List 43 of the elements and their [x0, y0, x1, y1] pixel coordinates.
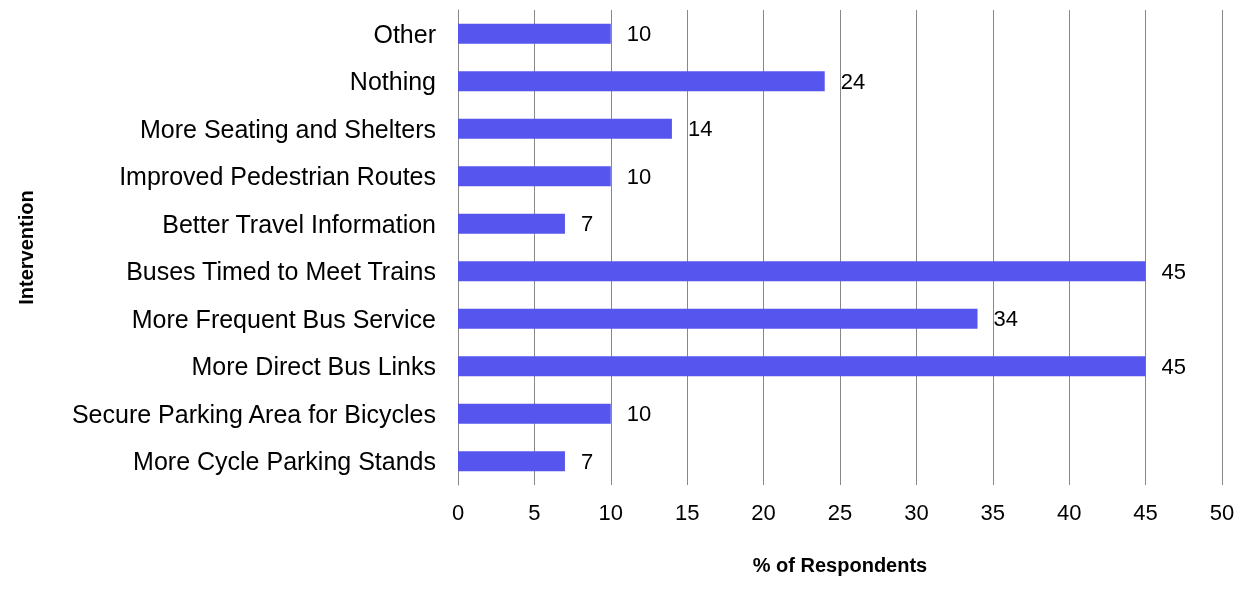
data-label: 45: [1161, 353, 1187, 379]
x-tick-label: 0: [451, 499, 465, 525]
y-tick-label: More Seating and Shelters: [139, 114, 436, 143]
x-tick-label: 15: [674, 499, 700, 525]
data-label: 7: [580, 211, 594, 237]
bar: [458, 356, 1146, 377]
data-label: 10: [626, 163, 652, 189]
bar: [458, 118, 672, 139]
data-label: 10: [626, 401, 652, 427]
data-label: 7: [580, 448, 594, 474]
y-tick-label: Secure Parking Area for Bicycles: [71, 399, 436, 428]
data-label: 34: [993, 306, 1018, 332]
x-tick-label: 40: [1056, 499, 1082, 525]
x-tick-label: 50: [1209, 499, 1235, 525]
x-tick-label: 20: [751, 499, 776, 525]
data-label: 10: [626, 21, 652, 47]
data-label: 45: [1161, 258, 1187, 284]
y-axis-title: Intervention: [15, 190, 37, 305]
bar: [458, 308, 978, 329]
x-tick-label: 5: [528, 499, 541, 525]
bar: [458, 213, 565, 234]
bar: [458, 451, 565, 472]
x-tick-label: 25: [827, 499, 853, 525]
y-tick-label: Other: [373, 19, 436, 48]
y-tick-label: Nothing: [349, 67, 436, 96]
y-tick-label: Better Travel Information: [162, 209, 436, 238]
y-tick-label: More Frequent Bus Service: [131, 304, 436, 333]
bar: [458, 261, 1146, 282]
data-label: 14: [687, 116, 713, 142]
bar: [458, 166, 611, 187]
bar: [458, 71, 825, 92]
x-axis-title: % of Respondents: [752, 554, 928, 576]
bar: [458, 23, 611, 44]
x-tick-label: 10: [598, 499, 624, 525]
y-tick-label: Improved Pedestrian Routes: [119, 162, 436, 191]
y-tick-label: More Direct Bus Links: [191, 352, 436, 381]
data-label: 24: [840, 68, 866, 94]
y-tick-label: Buses Timed to Meet Trains: [126, 257, 436, 286]
bar: [458, 403, 611, 424]
x-tick-label: 30: [904, 499, 929, 525]
x-tick-label: 35: [980, 499, 1006, 525]
y-tick-label: More Cycle Parking Stands: [133, 447, 436, 476]
x-tick-label: 45: [1133, 499, 1158, 525]
